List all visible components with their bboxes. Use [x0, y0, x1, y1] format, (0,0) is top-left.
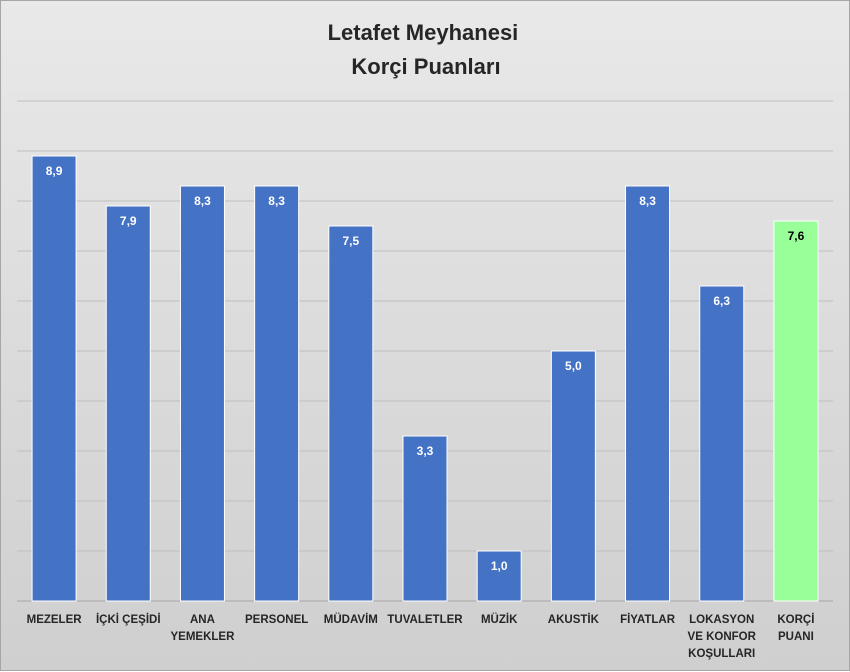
- category-label-line: AKUSTİK: [548, 613, 600, 626]
- data-label: 8,9: [46, 164, 63, 178]
- bar: [625, 185, 671, 602]
- category-label-line: MÜZİK: [481, 613, 518, 626]
- category-label: KORÇİ PUANI: [777, 613, 814, 643]
- bar: [402, 435, 448, 602]
- category-label-line: LOKASYON: [689, 614, 754, 626]
- data-label: 1,0: [491, 559, 508, 573]
- category-label-line: PERSONEL: [245, 614, 308, 626]
- category-label: TUVALETLER: [387, 614, 463, 626]
- category-label-line: YEMEKLER: [171, 631, 236, 643]
- data-label: 3,3: [417, 444, 434, 458]
- data-label: 6,3: [713, 294, 730, 308]
- bar: [476, 550, 522, 602]
- category-label: AKUSTİK: [548, 613, 600, 626]
- category-label-line: ANA: [190, 614, 215, 626]
- bar: [31, 155, 77, 602]
- category-label: LOKASYON VE KONFOR KOŞULLARI: [688, 614, 757, 660]
- bar: [105, 205, 151, 602]
- bar: [179, 185, 225, 602]
- category-label-line: KOŞULLARI: [688, 648, 755, 660]
- category-label-line: MEZELER: [27, 614, 83, 626]
- data-label: 7,9: [120, 214, 137, 228]
- data-label: 5,0: [565, 359, 582, 373]
- data-label: 8,3: [268, 194, 285, 208]
- category-label: MÜZİK: [481, 613, 518, 626]
- chart-title: Letafet Meyhanesi Korçi Puanları: [328, 20, 525, 79]
- category-label: FİYATLAR: [620, 613, 676, 626]
- category-label: ANA YEMEKLER: [171, 614, 236, 643]
- bar: [550, 350, 596, 602]
- category-label-line: KORÇİ: [777, 613, 814, 626]
- category-label: MEZELER: [27, 614, 83, 626]
- data-label: 7,6: [788, 229, 805, 243]
- chart-title-line-1: Letafet Meyhanesi: [328, 20, 519, 45]
- category-label-line: VE KONFOR: [688, 631, 757, 643]
- category-label-line: İÇKİ ÇEŞİDİ: [96, 613, 161, 626]
- data-label: 8,3: [194, 194, 211, 208]
- category-label-line: PUANI: [778, 631, 814, 643]
- category-label-line: TUVALETLER: [387, 614, 463, 626]
- value-labels: 8,9 7,9 8,3 8,3 7,5 3,3 1,0 5,0 8,3 6,3 7,6: [46, 164, 805, 573]
- category-label-line: FİYATLAR: [620, 613, 676, 626]
- category-label: PERSONEL: [245, 614, 308, 626]
- data-label: 8,3: [639, 194, 656, 208]
- category-labels: MEZELER İÇKİ ÇEŞİDİ ANA YEMEKLER PERSONEL MÜD…: [27, 613, 815, 660]
- bar: [699, 285, 745, 602]
- bar: [328, 225, 374, 602]
- gridlines: [17, 100, 833, 602]
- data-label: 7,5: [342, 234, 359, 248]
- bar: [773, 220, 819, 602]
- category-label-line: MÜDAVİM: [324, 613, 378, 626]
- category-label: MÜDAVİM: [324, 613, 378, 626]
- category-label: İÇKİ ÇEŞİDİ: [96, 613, 161, 626]
- bar: [254, 185, 300, 602]
- chart-title-line-2: Korçi Puanları: [351, 54, 500, 79]
- bars: [31, 155, 819, 602]
